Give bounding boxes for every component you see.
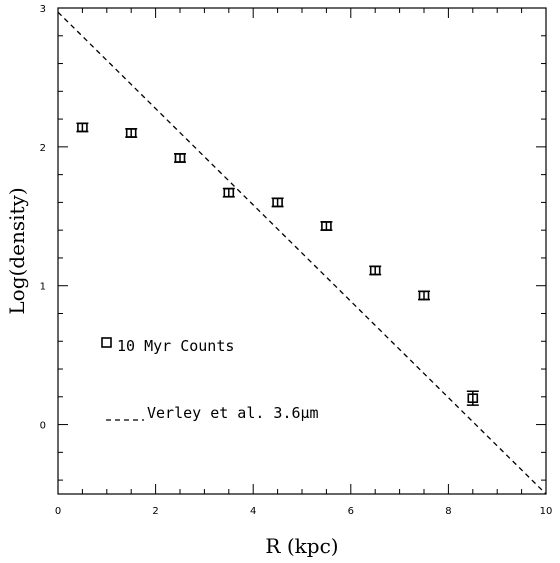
x-axis-label: R (kpc) bbox=[265, 534, 338, 558]
data-points bbox=[76, 122, 479, 406]
data-point bbox=[467, 393, 479, 403]
tick-labels: 0 2 4 6 8 10 0 1 2 3 bbox=[40, 4, 553, 517]
legend: 10 Myr Counts Verley et al. 3.6μm bbox=[101, 337, 319, 422]
data-point bbox=[125, 128, 137, 138]
x-tick-label: 4 bbox=[250, 506, 256, 517]
data-point bbox=[77, 122, 88, 133]
legend-marker-square bbox=[101, 337, 112, 348]
data-point bbox=[321, 221, 332, 231]
data-point bbox=[223, 187, 235, 198]
y-axis-label: Log(density) bbox=[5, 187, 29, 314]
y-tick-label: 1 bbox=[40, 282, 46, 293]
x-tick-label: 0 bbox=[55, 506, 61, 517]
x-tick-label: 10 bbox=[540, 506, 553, 517]
x-tick-label: 8 bbox=[445, 506, 451, 517]
legend-label-verley: Verley et al. 3.6μm bbox=[147, 404, 319, 422]
axis-ticks bbox=[57, 7, 547, 494]
data-point bbox=[174, 153, 186, 163]
x-tick-label: 2 bbox=[152, 506, 158, 517]
y-tick-label: 2 bbox=[40, 143, 46, 154]
y-tick-label: 3 bbox=[40, 4, 46, 15]
data-point bbox=[369, 265, 381, 276]
verley-dashed-line bbox=[57, 11, 547, 495]
legend-label-counts: 10 Myr Counts bbox=[117, 337, 234, 355]
y-tick-label: 0 bbox=[40, 421, 46, 432]
data-point bbox=[418, 290, 430, 301]
data-point bbox=[272, 197, 283, 208]
x-tick-label: 6 bbox=[348, 506, 354, 517]
series-lines bbox=[57, 11, 547, 495]
